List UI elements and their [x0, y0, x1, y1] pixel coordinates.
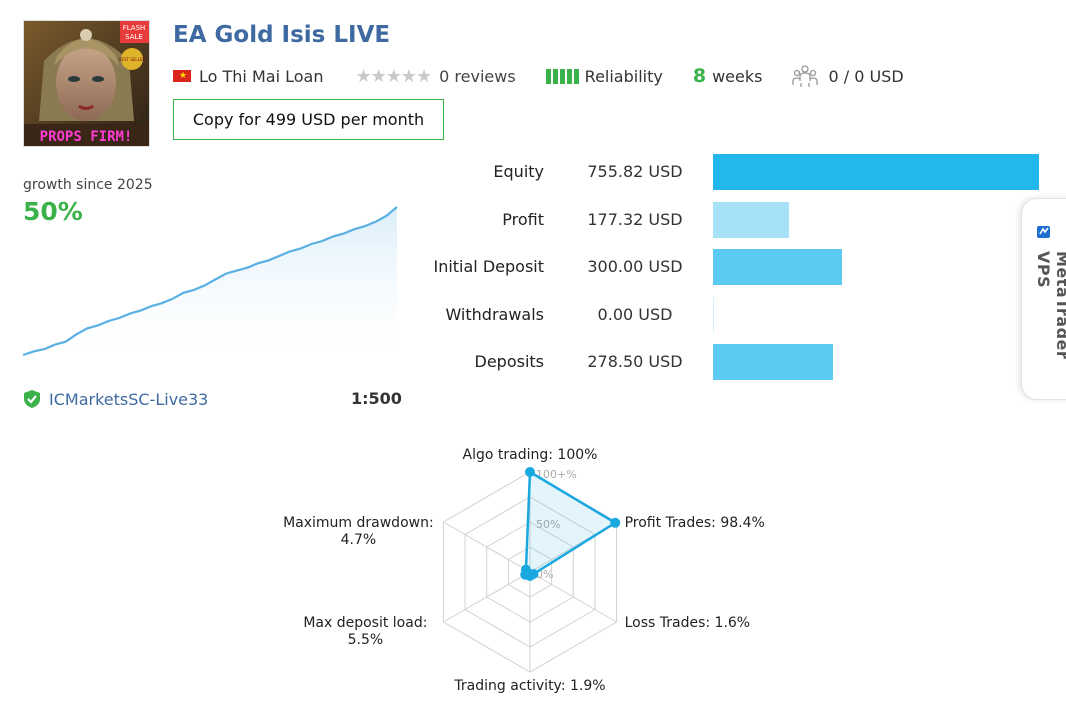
- stat-label: Deposits: [474, 352, 545, 371]
- stat-value: 755.82 USD: [587, 162, 683, 181]
- radar-point[interactable]: [520, 564, 531, 575]
- best-seller-text: BEST SELLER: [119, 57, 146, 62]
- copy-subscribe-button[interactable]: Copy for 499 USD per month: [173, 99, 444, 140]
- stat-row-withdrawals: Withdrawals 0.00 USD: [420, 297, 1060, 333]
- subscribers-icon: [792, 65, 819, 87]
- reviews-count[interactable]: 0 reviews: [439, 66, 516, 86]
- signal-title[interactable]: EA Gold Isis LIVE: [173, 22, 391, 48]
- flash-text: FLASH: [123, 24, 146, 32]
- stat-row-equity: Equity 755.82 USD: [420, 154, 1060, 190]
- vps-label: MetaTrader VPS: [1034, 251, 1066, 360]
- server-name[interactable]: ICMarketsSC-Live33: [49, 389, 209, 409]
- radar-axis-line: [443, 571, 531, 623]
- signal-meta-row: ★ Lo Thi Mai Loan ★★★★★ 0 reviews Reliab…: [173, 64, 904, 88]
- stat-label: Initial Deposit: [433, 257, 544, 276]
- leverage-value: 1:500: [351, 389, 402, 408]
- stat-label: Withdrawals: [445, 305, 544, 324]
- stat-value: 177.32 USD: [587, 210, 683, 229]
- radar-axis-line: [443, 521, 531, 573]
- radar-point[interactable]: [610, 517, 621, 528]
- stat-bar-profit: [713, 202, 790, 238]
- signal-avatar[interactable]: FLASH SALE BEST SELLER PROPS FIRM!: [23, 20, 150, 147]
- radar-label-loss-trades: Loss Trades: 1.6%: [625, 615, 751, 631]
- radar-label-trading-activity: Trading activity: 1.9%: [453, 678, 605, 694]
- weeks-value: 8: [692, 65, 707, 87]
- weeks-label: weeks: [712, 66, 763, 86]
- growth-label: growth since 2025: [23, 177, 153, 193]
- broker-server[interactable]: ICMarketsSC-Live33: [23, 389, 208, 409]
- radar-label-profit-trades: Profit Trades: 98.4%: [625, 515, 765, 531]
- stat-bar-initial-deposit: [713, 249, 843, 285]
- vietnam-flag-icon: ★: [173, 70, 191, 82]
- radar-series-shape: [523, 469, 618, 578]
- stat-label: Equity: [493, 162, 544, 181]
- avatar-image: FLASH SALE BEST SELLER PROPS FIRM!: [24, 21, 149, 146]
- metatrader-vps-tab[interactable]: MetaTrader VPS: [1021, 198, 1066, 400]
- stat-row-deposits: Deposits 278.50 USD: [420, 344, 1060, 380]
- radar-tick-0: 0%: [536, 568, 553, 581]
- subscribers-value: 0 / 0 USD: [828, 66, 904, 86]
- stat-bar-equity: [713, 154, 1039, 190]
- growth-chart[interactable]: [23, 205, 399, 357]
- radar-value-max-deposit-load: 5.5%: [348, 632, 384, 648]
- vps-icon: [1037, 226, 1050, 238]
- stat-bar-withdrawals: [713, 297, 714, 333]
- reliability-label: Reliability: [584, 66, 663, 86]
- radar-value-maximum-drawdown: 4.7%: [341, 532, 377, 548]
- stat-value: 278.50 USD: [587, 352, 683, 371]
- stat-value: 0.00 USD: [597, 305, 673, 324]
- rating-stars-icon: ★★★★★: [355, 65, 432, 87]
- radar-point[interactable]: [525, 467, 535, 477]
- stat-bar-deposits: [713, 344, 834, 380]
- growth-line: [23, 206, 398, 357]
- stat-row-profit: Profit 177.32 USD: [420, 202, 1060, 238]
- stat-value: 300.00 USD: [587, 257, 683, 276]
- radar-tick-50: 50%: [536, 518, 560, 531]
- radar-chart[interactable]: 100+% 50% 0% Algo trading: 100% Profit T…: [270, 440, 790, 710]
- reliability-bars-icon: [545, 68, 579, 84]
- stat-row-initial-deposit: Initial Deposit 300.00 USD: [420, 249, 1060, 285]
- growth-value: 50%: [23, 197, 83, 226]
- verified-shield-icon: [24, 390, 40, 408]
- radar-label-maximum-drawdown: Maximum drawdown:: [283, 515, 434, 531]
- radar-label-max-deposit-load: Max deposit load:: [303, 615, 427, 631]
- props-firm-banner: PROPS FIRM!: [40, 129, 133, 145]
- radar-label-algo-trading: Algo trading: 100%: [463, 447, 598, 463]
- author-name[interactable]: Lo Thi Mai Loan: [199, 66, 324, 86]
- stat-label: Profit: [502, 210, 544, 229]
- radar-axis-line: [529, 571, 617, 623]
- sale-text: SALE: [125, 33, 143, 41]
- radar-tick-100: 100+%: [536, 468, 577, 481]
